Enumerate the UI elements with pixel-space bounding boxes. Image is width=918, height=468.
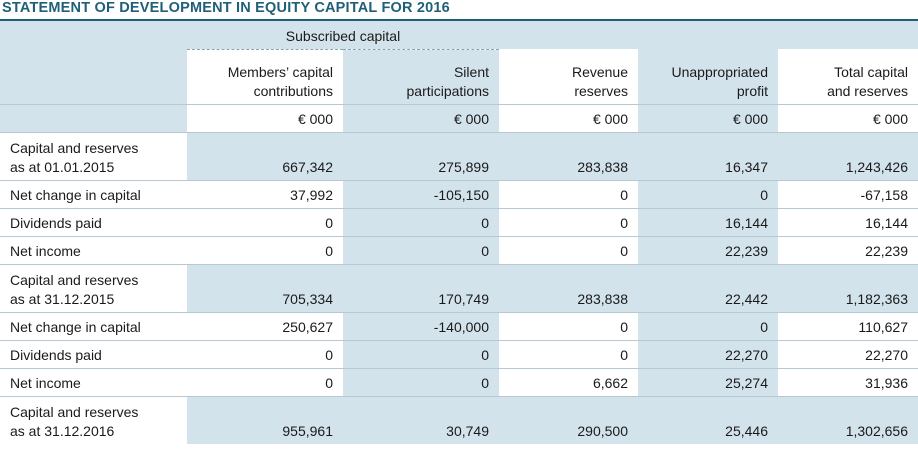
value-cell: 22,270 [638, 339, 778, 368]
value-cell: 250,627 [187, 311, 343, 340]
value-cell: -105,150 [343, 179, 499, 208]
table-row: Net income 0 0 0 22,239 22,239 [0, 235, 918, 264]
value-cell: 110,627 [778, 311, 918, 340]
value-cell: 667,342 [187, 131, 343, 180]
column-header-unappropriated-profit: Unappropriated profit [638, 49, 778, 104]
value-cell: 16,144 [638, 207, 778, 236]
value-cell: 0 [187, 235, 343, 264]
value-cell: 1,302,656 [778, 395, 918, 444]
value-cell: 25,446 [638, 395, 778, 444]
table-row: Net change in capital 37,992 -105,150 0 0 -67… [0, 179, 918, 208]
value-cell: 16,347 [638, 131, 778, 180]
table-row: Net income 0 0 6,662 25,274 31,936 [0, 367, 918, 396]
unit-label: € 000 [343, 103, 499, 132]
value-cell: 275,899 [343, 131, 499, 180]
value-cell: 0 [187, 367, 343, 396]
row-label: Capital and reserves as at 31.12.2015 [0, 263, 187, 312]
unit-label: € 000 [187, 103, 343, 132]
value-cell: 0 [187, 207, 343, 236]
value-cell: -140,000 [343, 311, 499, 340]
table-row: Dividends paid 0 0 0 16,144 16,144 [0, 207, 918, 236]
value-cell: 0 [343, 235, 499, 264]
value-cell: 22,442 [638, 263, 778, 312]
table-row: Capital and reserves as at 31.12.2015 705,… [0, 263, 918, 312]
value-cell: 1,182,363 [778, 263, 918, 312]
value-cell: 6,662 [499, 367, 638, 396]
value-cell: 22,239 [778, 235, 918, 264]
value-cell: 0 [499, 235, 638, 264]
value-cell: 955,961 [187, 395, 343, 444]
table-row: Capital and reserves as at 01.01.2015 667,… [0, 131, 918, 180]
table-row: Net change in capital 250,627 -140,000 0 0 11… [0, 311, 918, 340]
value-cell: 30,749 [343, 395, 499, 444]
row-label: Dividends paid [0, 339, 187, 368]
table-row: Dividends paid 0 0 0 22,270 22,270 [0, 339, 918, 368]
row-label: Capital and reserves as at 31.12.2016 [0, 395, 187, 444]
value-cell: 37,992 [187, 179, 343, 208]
value-cell: 0 [343, 207, 499, 236]
value-cell: 31,936 [778, 367, 918, 396]
value-cell: 0 [343, 367, 499, 396]
column-header-members-capital: Members’ capital contributions [227, 63, 333, 99]
header-corner-2 [0, 49, 187, 104]
value-cell: 25,274 [638, 367, 778, 396]
column-header-silent-participations: Silent participations [343, 49, 499, 104]
value-cell: 16,144 [778, 207, 918, 236]
row-label: Net change in capital [0, 311, 187, 340]
row-label: Capital and reserves as at 01.01.2015 [0, 131, 187, 180]
value-cell: 1,243,426 [778, 131, 918, 180]
row-label: Net income [0, 367, 187, 396]
row-label: Net change in capital [0, 179, 187, 208]
value-cell: 0 [499, 311, 638, 340]
column-header-revenue-reserves: Revenue reserves [571, 63, 628, 99]
table-row: Capital and reserves as at 31.12.2016 955,… [0, 395, 918, 444]
row-label: Net income [0, 235, 187, 264]
value-cell: 0 [638, 179, 778, 208]
unit-label: € 000 [499, 103, 638, 132]
value-cell: 0 [499, 179, 638, 208]
value-cell: 290,500 [499, 395, 638, 444]
value-cell: 0 [638, 311, 778, 340]
value-cell: 0 [187, 339, 343, 368]
value-cell: 283,838 [499, 131, 638, 180]
value-cell: 283,838 [499, 263, 638, 312]
value-cell: -67,158 [778, 179, 918, 208]
value-cell: 0 [499, 339, 638, 368]
unit-label: € 000 [638, 103, 778, 132]
value-cell: 0 [499, 207, 638, 236]
value-cell: 170,749 [343, 263, 499, 312]
value-cell: 705,334 [187, 263, 343, 312]
equity-statement-table: Subscribed capital Members’ capital contr… [0, 21, 918, 444]
subscribed-capital-header: Subscribed capital [187, 21, 499, 50]
value-cell: 22,239 [638, 235, 778, 264]
row-label: Dividends paid [0, 207, 187, 236]
column-header-total-capital: Total capital and reserves [827, 63, 908, 99]
statement-title: STATEMENT OF DEVELOPMENT IN EQUITY CAPIT… [0, 0, 918, 21]
value-cell: 0 [343, 339, 499, 368]
unit-label: € 000 [778, 103, 918, 132]
value-cell: 22,270 [778, 339, 918, 368]
header-corner [0, 21, 187, 49]
